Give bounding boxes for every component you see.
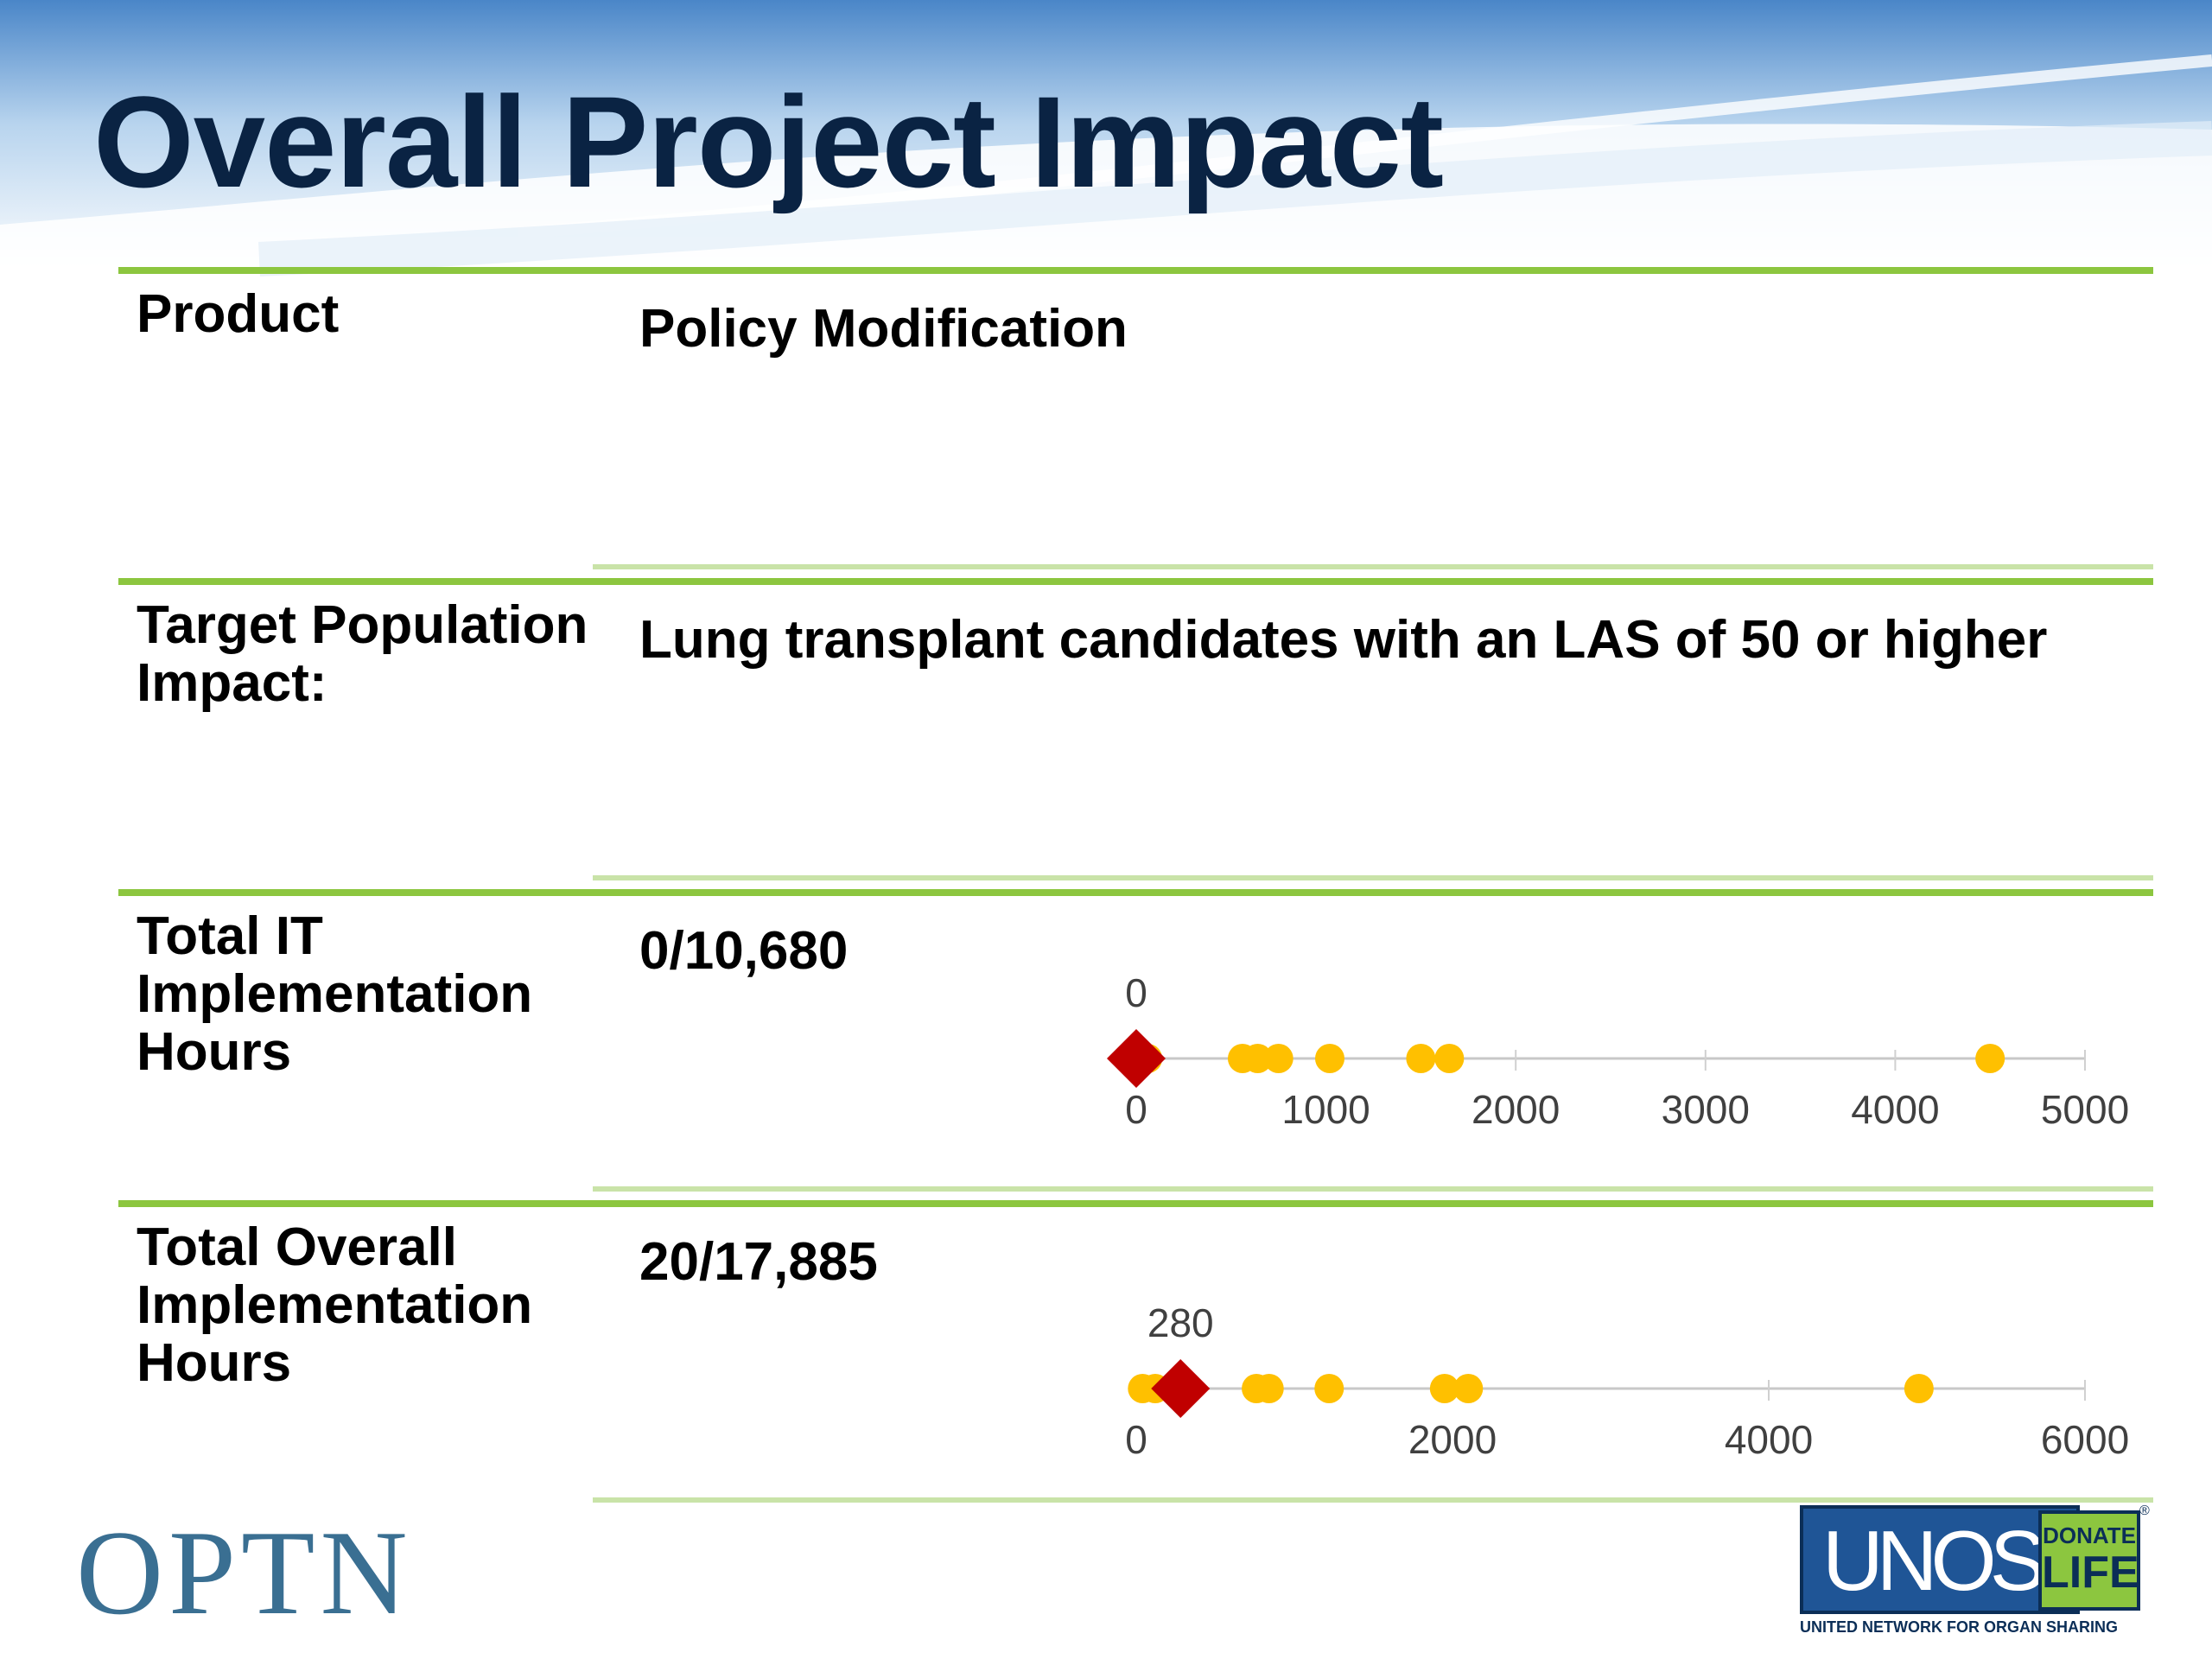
row-divider xyxy=(118,578,2153,585)
chart-tick-label: 5000 xyxy=(2041,1087,2129,1132)
it-hours-value: 0/10,680 xyxy=(639,921,849,981)
chart-point xyxy=(1453,1374,1484,1403)
overall-hours-chart: 0 2000 4000 6000 280 xyxy=(1125,1300,2129,1462)
chart-point xyxy=(1904,1374,1934,1403)
chart-tick-label: 2000 xyxy=(1408,1417,1497,1462)
product-label: Product xyxy=(137,284,340,344)
it-hours-chart: 0 1000 2000 3000 4000 5000 0 xyxy=(1107,970,2129,1132)
chart-point xyxy=(1406,1044,1436,1073)
chart-point xyxy=(1975,1044,2005,1073)
unos-subtitle: UNITED NETWORK FOR ORGAN SHARING xyxy=(1800,1618,2118,1636)
donate-life-logo: DONATE LIFE xyxy=(2038,1510,2140,1611)
it-hours-label: Total IT Implementation Hours xyxy=(137,906,533,1082)
row-divider-light xyxy=(593,875,2153,880)
chart-tick-label: 3000 xyxy=(1662,1087,1750,1132)
unos-logo: UNOS xyxy=(1800,1505,2080,1614)
chart-data-label: 0 xyxy=(1125,970,1147,1015)
product-value: Policy Modification xyxy=(639,299,1128,359)
chart-tick-label: 2000 xyxy=(1471,1087,1560,1132)
unos-logo-text: UNOS xyxy=(1822,1513,2046,1608)
donate-logo-line1: DONATE xyxy=(2043,1522,2136,1548)
chart-point xyxy=(1243,1044,1273,1073)
row-divider-light xyxy=(593,1186,2153,1192)
overall-hours-label: Total Overall Implementation Hours xyxy=(137,1217,533,1393)
overall-hours-value: 20/17,885 xyxy=(639,1232,878,1292)
chart-point xyxy=(1434,1044,1465,1073)
chart-tick-label: 6000 xyxy=(2041,1417,2129,1462)
row-divider-light xyxy=(593,1497,2153,1503)
chart-point xyxy=(1254,1374,1284,1403)
row-divider xyxy=(118,889,2153,896)
chart-point xyxy=(1429,1374,1459,1403)
chart-target-marker xyxy=(1107,1029,1166,1088)
row-divider xyxy=(118,1200,2153,1207)
chart-tick-label: 1000 xyxy=(1281,1087,1370,1132)
header-banner xyxy=(0,0,2212,276)
chart-target-marker xyxy=(1151,1359,1211,1418)
chart-tick-label: 4000 xyxy=(1725,1417,1813,1462)
chart-point xyxy=(1314,1374,1344,1403)
chart-point xyxy=(1314,1044,1344,1073)
chart-tick-label: 4000 xyxy=(1851,1087,1939,1132)
registered-mark: ® xyxy=(2139,1503,2150,1518)
chart-tick-label: 0 xyxy=(1125,1417,1147,1462)
chart-tick-label: 0 xyxy=(1125,1087,1147,1132)
donate-logo-line2: LIFE xyxy=(2042,1548,2139,1598)
chart-data-label: 280 xyxy=(1147,1300,1214,1345)
target-population-label: Target Population Impact: xyxy=(137,595,588,713)
slide-title: Overall Project Impact xyxy=(93,69,1444,214)
optn-logo: OPTN xyxy=(76,1506,413,1640)
row-divider xyxy=(118,267,2153,274)
row-divider-light xyxy=(593,564,2153,569)
target-population-value: Lung transplant candidates with an LAS o… xyxy=(639,610,2048,670)
chart-point xyxy=(1263,1044,1294,1073)
